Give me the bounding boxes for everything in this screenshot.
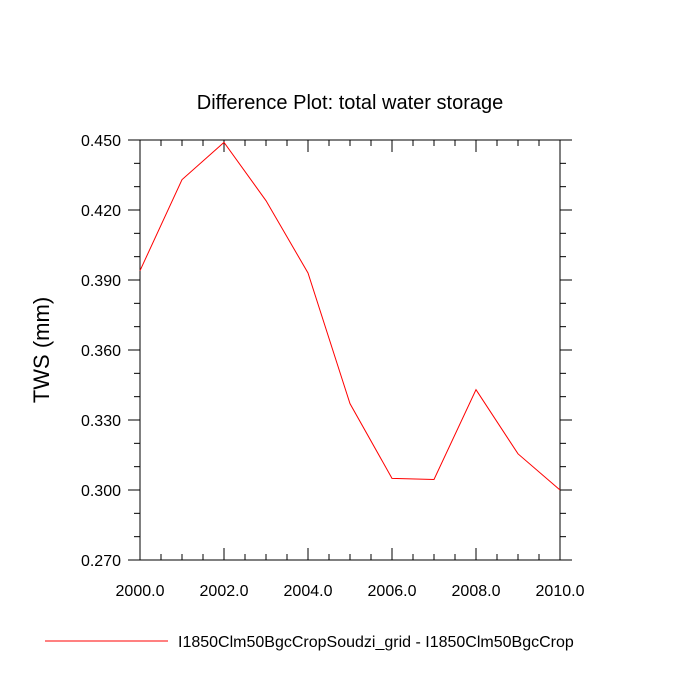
y-tick-label: 0.420 [81,203,121,220]
y-tick-label: 0.300 [81,483,121,500]
series-group [139,141,561,491]
y-tick-label: 0.270 [81,553,121,570]
legend-label: I1850Clm50BgcCropSoudzi_grid - I1850Clm5… [178,634,574,651]
chart-title: Difference Plot: total water storage [197,92,503,114]
x-tick-label: 2010.0 [536,583,585,600]
y-tick-label: 0.360 [81,343,121,360]
x-tick-label: 2002.0 [200,583,249,600]
plot-frame [139,139,561,561]
y-tick-label: 0.450 [81,133,121,150]
x-tick-label: 2004.0 [284,583,333,600]
series-line [139,141,561,491]
y-tick-label: 0.390 [81,273,121,290]
legend: I1850Clm50BgcCropSoudzi_grid - I1850Clm5… [45,634,574,651]
axis-ticks: 2000.0 2002.0 2004.0 2006.0 2008.0 2010.0 0.27… [81,133,585,600]
x-tick-label: 2006.0 [368,583,417,600]
x-tick-label: 2000.0 [116,583,165,600]
y-axis-label: TWS (mm) [29,297,54,403]
y-tick-label: 0.330 [81,413,121,430]
x-tick-label: 2008.0 [452,583,501,600]
